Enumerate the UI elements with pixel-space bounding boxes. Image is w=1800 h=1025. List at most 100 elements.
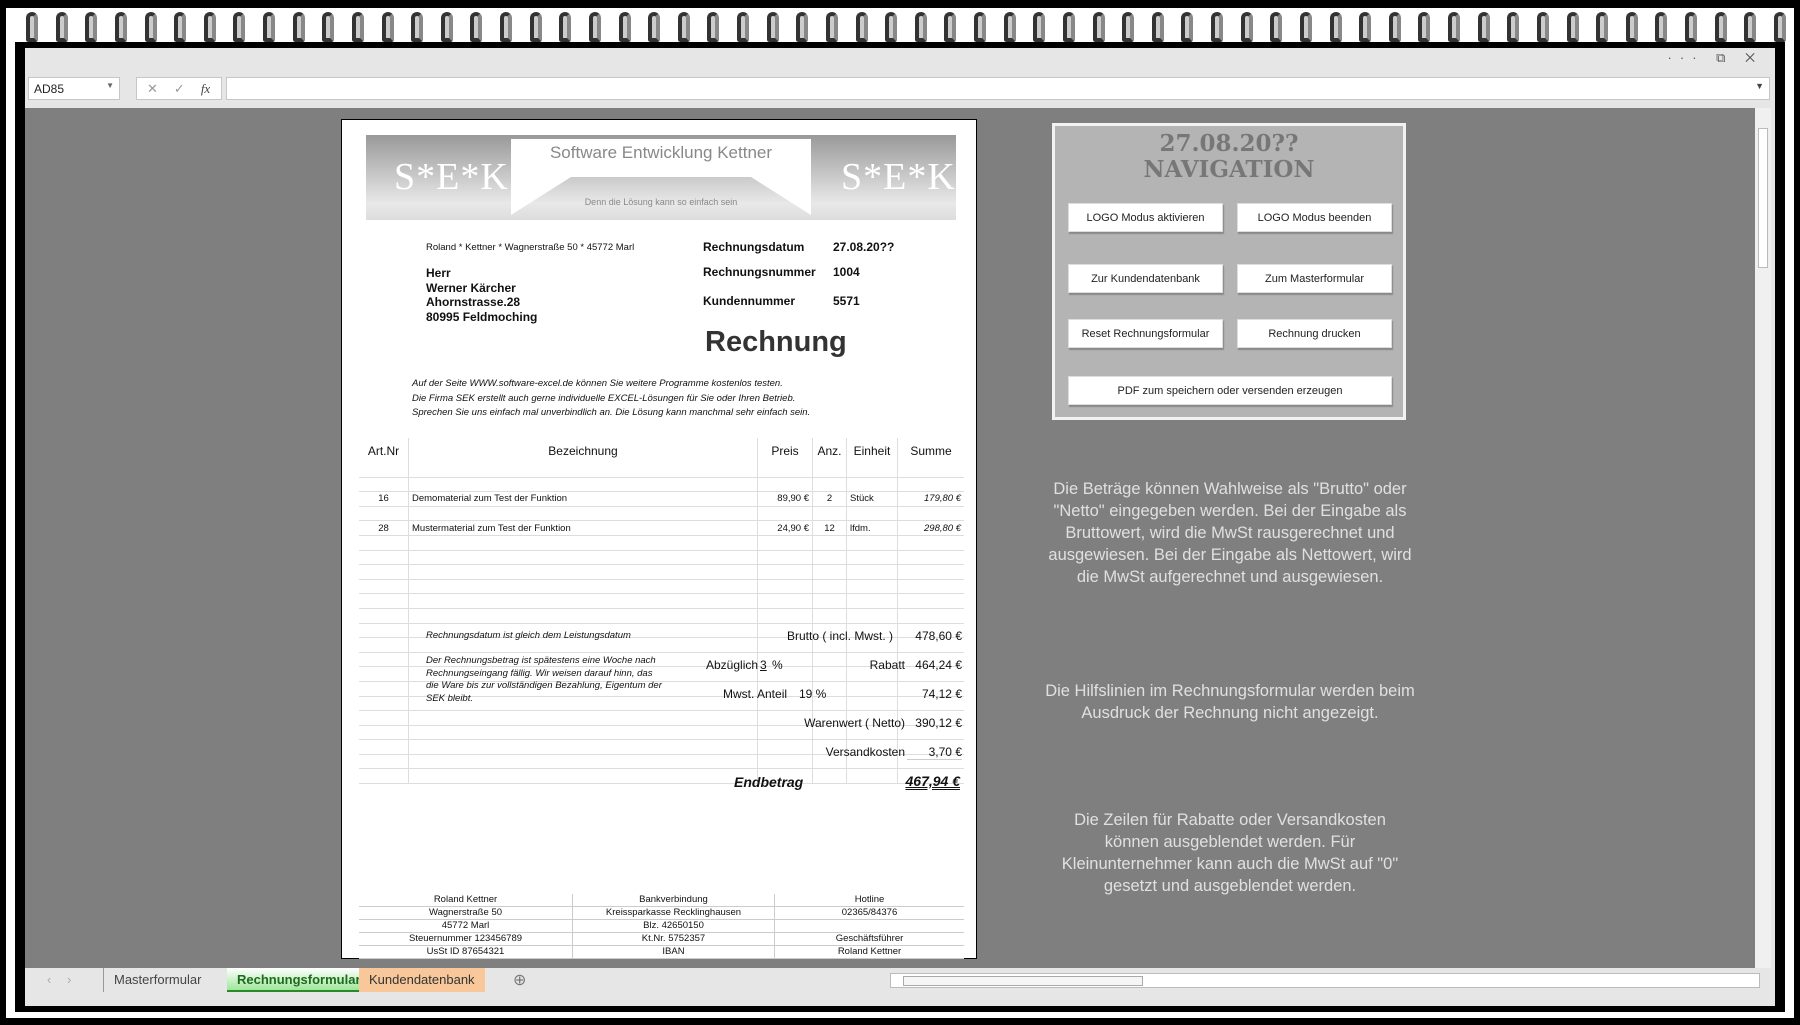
cell-einheit[interactable] bbox=[847, 667, 898, 681]
cell-bezeichnung[interactable] bbox=[409, 623, 758, 638]
cancel-icon[interactable]: ✕ bbox=[147, 81, 158, 96]
cell-anz[interactable] bbox=[813, 740, 847, 754]
formula-input[interactable]: ▼ bbox=[226, 77, 1770, 100]
cell-bezeichnung[interactable] bbox=[409, 565, 758, 579]
cell-anz[interactable] bbox=[813, 725, 847, 740]
cell-einheit[interactable] bbox=[847, 565, 898, 579]
cell-einheit[interactable] bbox=[847, 740, 898, 754]
cell-artnr[interactable] bbox=[359, 711, 409, 725]
cell-einheit[interactable] bbox=[847, 550, 898, 565]
cell-anz[interactable] bbox=[813, 681, 847, 696]
cell-bezeichnung[interactable] bbox=[409, 740, 758, 754]
fx-icon[interactable]: fx bbox=[200, 81, 211, 96]
cell-einheit[interactable] bbox=[847, 769, 898, 784]
cell-einheit[interactable] bbox=[847, 623, 898, 638]
cell-bezeichnung[interactable] bbox=[409, 652, 758, 667]
cell-einheit[interactable] bbox=[847, 696, 898, 711]
cell-einheit[interactable] bbox=[847, 477, 898, 492]
cell-artnr[interactable] bbox=[359, 769, 409, 784]
cell-preis[interactable] bbox=[758, 623, 813, 638]
cell-bezeichnung[interactable] bbox=[409, 579, 758, 594]
cell-preis[interactable]: 89,90 € bbox=[758, 492, 813, 506]
cell-anz[interactable] bbox=[813, 638, 847, 652]
cell-artnr[interactable] bbox=[359, 579, 409, 594]
cell-bezeichnung[interactable]: Demomaterial zum Test der Funktion bbox=[409, 492, 758, 506]
cell-anz[interactable] bbox=[813, 550, 847, 565]
cell-einheit[interactable] bbox=[847, 652, 898, 667]
cell-artnr[interactable] bbox=[359, 623, 409, 638]
cell-einheit[interactable]: Stück bbox=[847, 492, 898, 506]
cell-bezeichnung[interactable]: Mustermaterial zum Test der Funktion bbox=[409, 521, 758, 535]
rabatt-percent-input[interactable]: 3 bbox=[760, 658, 767, 672]
cell-bezeichnung[interactable] bbox=[409, 477, 758, 492]
horizontal-scrollbar[interactable] bbox=[890, 973, 1760, 988]
cell-einheit[interactable] bbox=[847, 506, 898, 521]
cell-preis[interactable] bbox=[758, 638, 813, 652]
cell-preis[interactable] bbox=[758, 769, 813, 784]
cell-preis[interactable] bbox=[758, 506, 813, 521]
cell-artnr[interactable] bbox=[359, 594, 409, 608]
cell-einheit[interactable] bbox=[847, 579, 898, 594]
cell-preis[interactable] bbox=[758, 740, 813, 754]
cell-bezeichnung[interactable] bbox=[409, 463, 758, 477]
tab-next-icon[interactable]: › bbox=[67, 972, 72, 987]
tab-kundendatenbank[interactable]: Kundendatenbank bbox=[359, 968, 485, 992]
cell-anz[interactable] bbox=[813, 535, 847, 550]
cell-artnr[interactable] bbox=[359, 463, 409, 477]
cell-bezeichnung[interactable] bbox=[409, 667, 758, 681]
cell-summe[interactable] bbox=[898, 551, 964, 565]
cell-anz[interactable] bbox=[813, 579, 847, 594]
cell-artnr[interactable] bbox=[359, 506, 409, 521]
cell-anz[interactable] bbox=[813, 608, 847, 623]
cell-preis[interactable] bbox=[758, 477, 813, 492]
cell-summe[interactable]: 179,80 € bbox=[924, 493, 961, 505]
cell-artnr[interactable] bbox=[359, 696, 409, 711]
cell-bezeichnung[interactable] bbox=[409, 681, 758, 696]
cell-einheit[interactable] bbox=[847, 463, 898, 477]
cell-einheit[interactable] bbox=[847, 594, 898, 608]
cell-artnr[interactable] bbox=[359, 667, 409, 681]
cell-bezeichnung[interactable] bbox=[409, 608, 758, 623]
cell-bezeichnung[interactable] bbox=[409, 711, 758, 725]
cell-anz[interactable] bbox=[813, 769, 847, 784]
add-sheet-icon[interactable]: ⊕ bbox=[513, 972, 527, 989]
cell-summe[interactable] bbox=[898, 463, 964, 477]
master-form-button[interactable]: Zum Masterformular bbox=[1237, 264, 1392, 293]
cell-anz[interactable] bbox=[813, 565, 847, 579]
cell-bezeichnung[interactable] bbox=[409, 535, 758, 550]
cell-summe[interactable] bbox=[898, 478, 964, 492]
cell-artnr[interactable] bbox=[359, 535, 409, 550]
cell-anz[interactable] bbox=[813, 463, 847, 477]
logo-mode-off-button[interactable]: LOGO Modus beenden bbox=[1237, 203, 1392, 232]
tab-prev-icon[interactable]: ‹ bbox=[47, 972, 52, 987]
cell-artnr[interactable] bbox=[359, 550, 409, 565]
vertical-scrollbar[interactable] bbox=[1755, 108, 1771, 968]
cell-preis[interactable] bbox=[758, 711, 813, 725]
cell-artnr[interactable] bbox=[359, 754, 409, 769]
cell-preis[interactable] bbox=[758, 579, 813, 594]
cell-bezeichnung[interactable] bbox=[409, 754, 758, 769]
cell-preis[interactable] bbox=[758, 535, 813, 550]
cell-artnr[interactable] bbox=[359, 608, 409, 623]
cell-einheit[interactable]: lfdm. bbox=[847, 521, 898, 535]
scroll-thumb[interactable] bbox=[903, 976, 1143, 986]
cell-artnr[interactable] bbox=[359, 652, 409, 667]
cell-anz[interactable] bbox=[813, 506, 847, 521]
cell-preis[interactable] bbox=[758, 594, 813, 608]
restore-icon[interactable]: ⧉ bbox=[1716, 50, 1734, 65]
cell-summe[interactable] bbox=[898, 565, 964, 579]
cell-summe[interactable] bbox=[898, 580, 964, 594]
cell-einheit[interactable] bbox=[847, 711, 898, 725]
scroll-thumb[interactable] bbox=[1758, 128, 1768, 268]
cell-preis[interactable] bbox=[758, 608, 813, 623]
cell-preis[interactable] bbox=[758, 754, 813, 769]
chevron-down-icon[interactable]: ▼ bbox=[106, 81, 114, 90]
cell-artnr[interactable] bbox=[359, 565, 409, 579]
tab-masterformular[interactable]: Masterformular bbox=[103, 968, 211, 992]
cell-summe[interactable]: 298,80 € bbox=[924, 522, 961, 534]
cell-bezeichnung[interactable] bbox=[409, 638, 758, 652]
cell-anz[interactable] bbox=[813, 652, 847, 667]
cell-bezeichnung[interactable] bbox=[409, 506, 758, 521]
more-icon[interactable]: ··· bbox=[1667, 50, 1705, 65]
cell-einheit[interactable] bbox=[847, 608, 898, 623]
